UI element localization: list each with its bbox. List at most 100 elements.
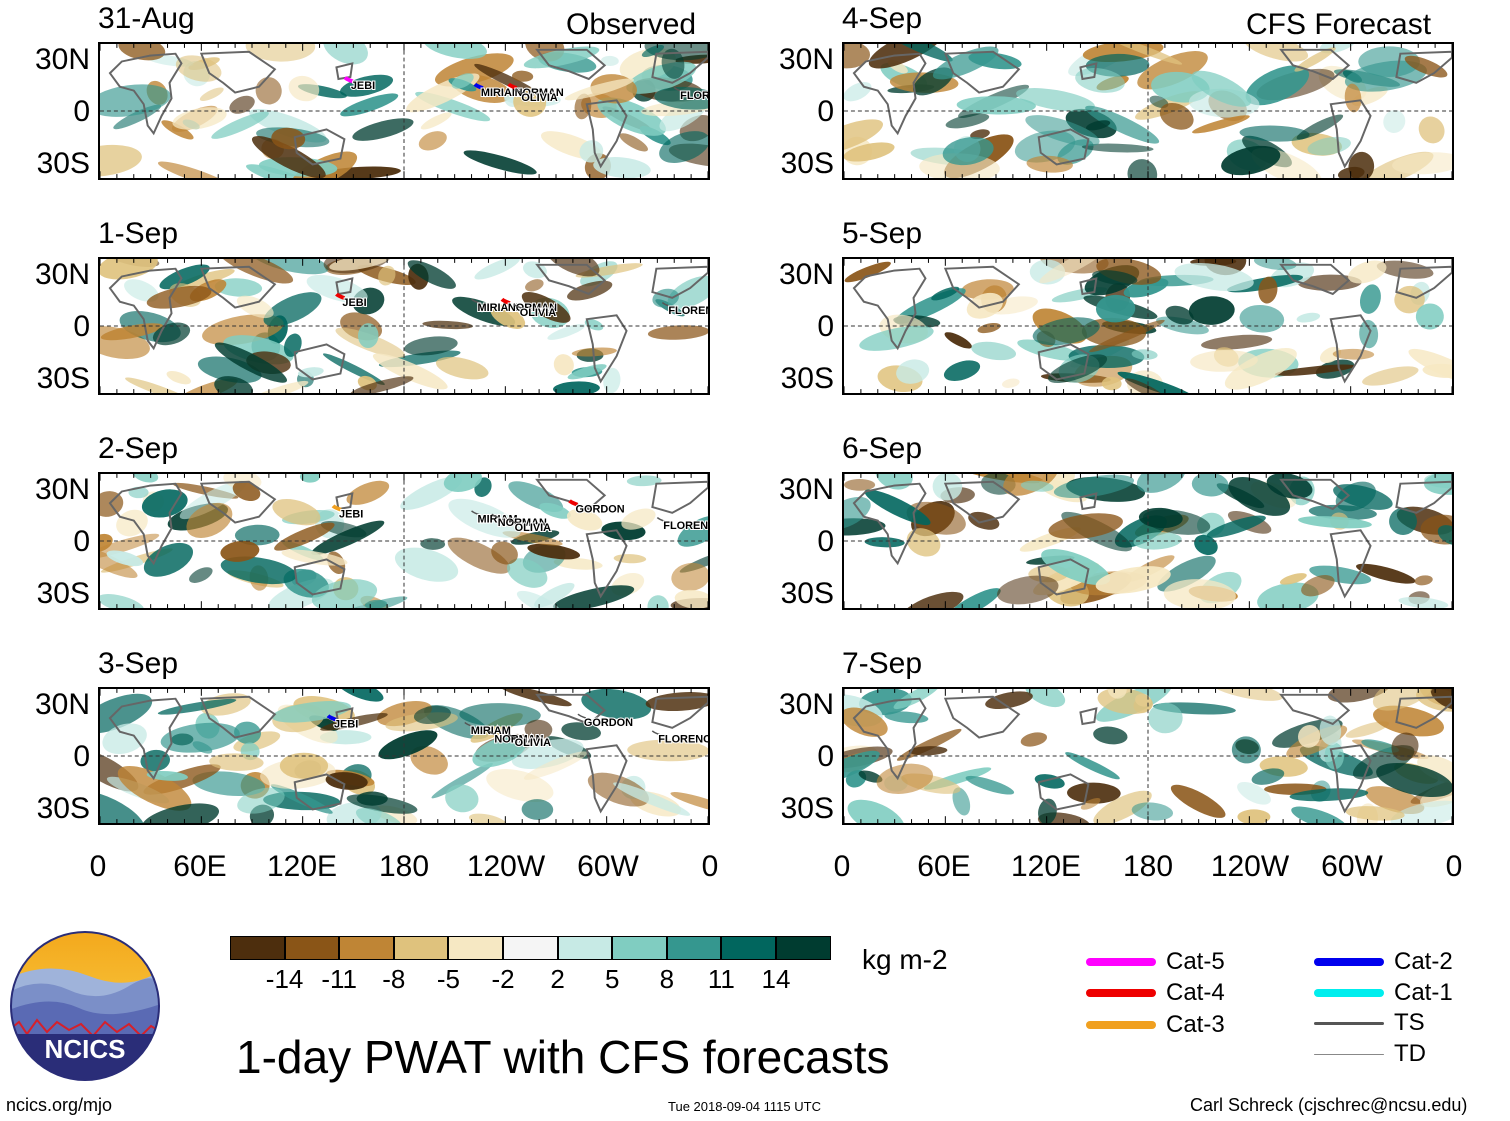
- anomaly-blob: [234, 524, 280, 546]
- anomaly-blob: [896, 359, 930, 384]
- panel-date-label: 6-Sep: [842, 432, 923, 465]
- coastline-outline: [852, 52, 927, 136]
- coastline-outline: [335, 277, 354, 296]
- coastline-outline: [1079, 277, 1098, 296]
- storm-track: [568, 499, 579, 507]
- lon-tick-label: 60E: [173, 850, 227, 883]
- anomaly-blob: [420, 538, 446, 550]
- pwat-anomaly-field: [100, 259, 708, 393]
- coastline-outline: [585, 314, 628, 384]
- anomaly-blob: [1089, 319, 1165, 353]
- anomaly-blob: [844, 261, 891, 283]
- anomaly-blob: [539, 502, 571, 519]
- anomaly-blob: [944, 332, 972, 349]
- storm-track: [661, 302, 671, 308]
- panel-date-label: 1-Sep: [98, 217, 179, 250]
- coastline-outline: [535, 478, 607, 511]
- pwat-map-7-Sep: [842, 687, 1454, 825]
- storm-label: FLORENCE: [680, 90, 708, 102]
- storm-jebi: JEBI: [343, 76, 376, 93]
- anomaly-blob: [561, 722, 601, 741]
- anomaly-blob: [1237, 809, 1271, 823]
- anomaly-blob: [1365, 786, 1425, 815]
- anomaly-blob: [600, 55, 619, 66]
- anomaly-blob: [211, 111, 269, 139]
- storm-norman: NORMAN: [500, 297, 558, 315]
- anomaly-blob: [1163, 579, 1236, 608]
- anomaly-blob: [1372, 689, 1435, 711]
- anomaly-blob: [352, 118, 414, 141]
- coastline-outline: [1329, 744, 1372, 814]
- anomaly-blob: [1361, 739, 1400, 753]
- coastline-outline: [1395, 695, 1452, 729]
- lon-tick-label: 60E: [917, 850, 971, 883]
- coastline-outline: [293, 343, 346, 381]
- anomaly-blob: [553, 354, 574, 376]
- anomaly-blob: [844, 44, 871, 69]
- storm-track: [507, 82, 518, 90]
- anomaly-blob: [1025, 689, 1066, 708]
- colorbar-segment: [448, 936, 503, 960]
- lat-tick-label: 30N: [34, 43, 90, 77]
- anomaly-blob: [157, 698, 237, 715]
- anomaly-blob: [844, 119, 883, 155]
- storm-label: JEBI: [334, 719, 358, 731]
- anomaly-blob: [141, 489, 188, 518]
- anomaly-blob: [564, 78, 635, 101]
- coastline-outline: [335, 492, 354, 511]
- anomaly-blob: [1279, 573, 1307, 585]
- map-tick-marks: [100, 259, 708, 393]
- coastlines: [852, 693, 1452, 814]
- colorbar-segment: [666, 936, 722, 960]
- legend-label-cat-2: Cat-2: [1394, 948, 1453, 975]
- anomaly-blob: [844, 750, 880, 782]
- lat-tick-label: 30N: [34, 473, 90, 507]
- anomaly-blob: [1297, 725, 1321, 748]
- anomaly-blob: [1376, 260, 1434, 279]
- coastline-outline: [1037, 558, 1090, 596]
- lat-tick-label: 0: [73, 95, 90, 128]
- anomaly-blob: [553, 381, 600, 393]
- coastline-outline: [943, 695, 1021, 739]
- anomaly-blob: [1337, 166, 1365, 178]
- anomaly-blob: [1067, 782, 1121, 804]
- coastline-outline: [1079, 62, 1098, 81]
- anomaly-blob: [245, 44, 316, 62]
- footer-url[interactable]: ncics.org/mjo: [6, 1095, 113, 1115]
- anomaly-blob: [141, 803, 220, 823]
- anomaly-blob: [117, 765, 192, 811]
- pwat-anomaly-field: [844, 474, 1452, 608]
- pwat-map-1-Sep: JEBIMIRIAMNORMANOLIVIAFLORENCE: [98, 257, 710, 395]
- anomaly-blob: [1041, 548, 1111, 585]
- anomaly-blob: [251, 136, 326, 178]
- anomaly-blob: [1307, 136, 1351, 156]
- anomaly-blob: [971, 341, 1017, 361]
- anomaly-blob: [1142, 509, 1211, 535]
- anomaly-blob: [1296, 312, 1321, 323]
- coastline-outline: [108, 267, 183, 351]
- anomaly-blob: [547, 323, 586, 340]
- lat-tick-label: 30S: [780, 791, 834, 825]
- anomaly-blob: [234, 721, 261, 745]
- colorbar-segment: [557, 936, 613, 960]
- anomaly-blob: [1408, 348, 1452, 385]
- coastline-outline: [1279, 693, 1351, 726]
- storm-label: MIRIAM: [478, 514, 518, 526]
- storm-label: NORMAN: [515, 87, 564, 99]
- anomaly-blob: [1398, 596, 1449, 608]
- anomaly-blob: [1390, 800, 1452, 823]
- anomaly-blob: [346, 480, 390, 505]
- anomaly-blob: [1417, 755, 1452, 783]
- legend-label-td: TD: [1394, 1040, 1426, 1067]
- storm-track: [326, 714, 337, 722]
- anomaly-blob: [613, 782, 691, 816]
- storm-label: OLIVIA: [520, 307, 557, 319]
- coastline-outline: [1329, 529, 1372, 599]
- lat-tick-label: 0: [73, 740, 90, 773]
- coastline-outline: [852, 482, 927, 566]
- pwat-anomaly-field: [844, 44, 1452, 178]
- anomaly-blob: [1032, 317, 1100, 346]
- anomaly-blob: [1080, 798, 1101, 810]
- anomaly-blob: [378, 730, 438, 760]
- coastline-outline: [651, 50, 708, 84]
